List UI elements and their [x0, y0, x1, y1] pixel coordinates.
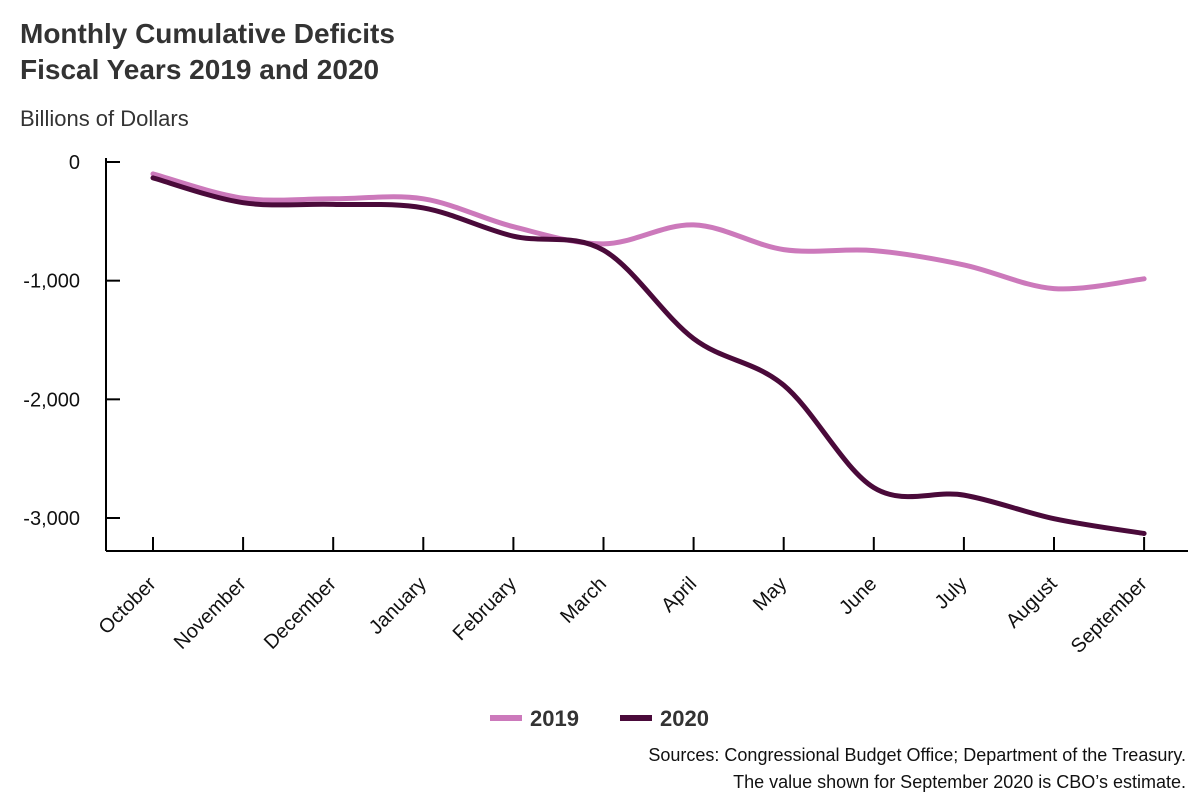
x-tick-label: August [1002, 573, 1062, 633]
chart-title: Monthly Cumulative Deficits Fiscal Years… [20, 16, 395, 88]
series-line-2020 [150, 175, 1147, 536]
chart-lines [150, 171, 1147, 536]
chart-title-line-2: Fiscal Years 2019 and 2020 [20, 54, 380, 85]
x-tick-label: January [365, 573, 431, 639]
x-tick-label: March [556, 573, 611, 628]
x-tick-label: June [835, 573, 881, 619]
y-tick-label: -2,000 [23, 389, 80, 411]
legend-label-2019: 2019 [530, 706, 579, 731]
x-tick-label: November [170, 573, 251, 654]
x-tick-label: December [260, 573, 341, 654]
line-chart: 0 -1,000 -2,000 -3,000 October November Decemb… [23, 152, 1188, 731]
y-axis-units-label: Billions of Dollars [20, 106, 189, 131]
y-tick-label: 0 [69, 152, 80, 174]
source-note-line-2: The value shown for September 2020 is CB… [733, 772, 1186, 792]
source-notes: Sources: Congressional Budget Office; De… [648, 742, 1186, 796]
chart-axes: 0 -1,000 -2,000 -3,000 October November Decemb… [23, 152, 1188, 658]
chart-legend: 2019 2020 [490, 706, 709, 731]
x-tick-label: February [449, 573, 521, 645]
x-tick-label: April [657, 573, 701, 617]
legend-label-2020: 2020 [660, 706, 709, 731]
series-line-2019 [150, 171, 1147, 292]
y-tick-label: -3,000 [23, 508, 80, 530]
x-tick-label: May [749, 573, 791, 615]
y-tick-label: -1,000 [23, 271, 80, 293]
chart-title-line-1: Monthly Cumulative Deficits [20, 18, 395, 49]
x-tick-label: September [1067, 573, 1152, 658]
x-tick-label: October [95, 573, 161, 639]
source-note-line-1: Sources: Congressional Budget Office; De… [648, 745, 1186, 765]
x-tick-label: July [931, 573, 972, 614]
